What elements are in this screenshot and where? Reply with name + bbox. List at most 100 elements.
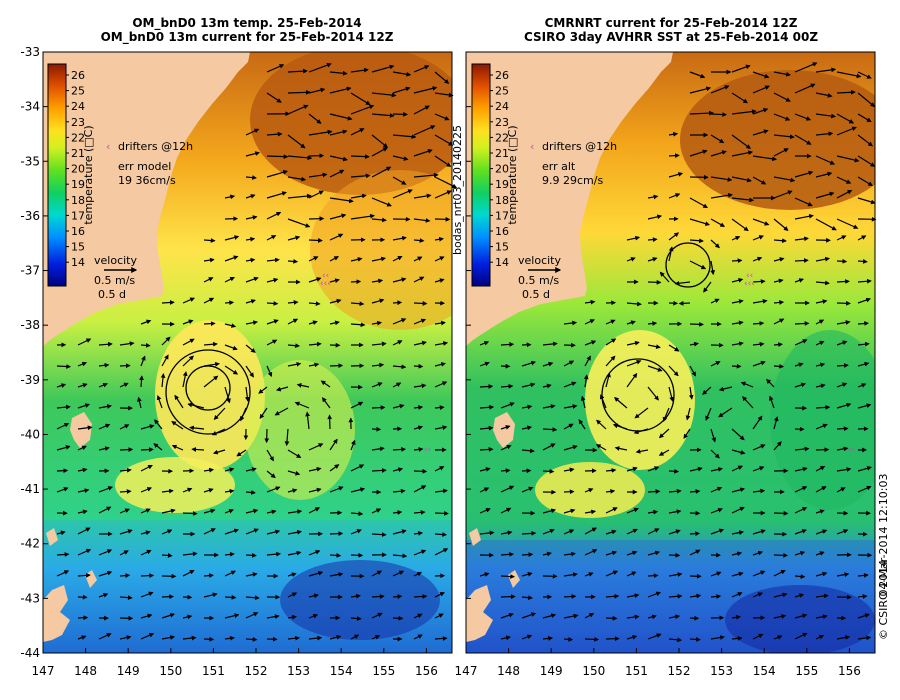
lat-tick-label: -37	[20, 264, 40, 278]
current-arrow	[752, 155, 778, 162]
current-arrow	[647, 633, 662, 640]
current-arrow	[731, 258, 743, 264]
current-arrow	[161, 508, 176, 514]
current-arrow	[413, 340, 427, 346]
current-arrow	[836, 218, 859, 229]
current-arrow	[287, 592, 298, 598]
current-arrow	[266, 365, 273, 378]
current-arrow	[224, 509, 234, 514]
current-arrow	[371, 532, 387, 538]
current-arrow	[98, 486, 113, 493]
current-arrow	[584, 527, 597, 535]
current-arrow	[308, 190, 324, 199]
current-arrow	[500, 594, 516, 600]
colorbar-tick-label: 22	[495, 131, 509, 144]
current-arrow	[710, 594, 722, 599]
current-arrow	[434, 134, 454, 146]
lon-tick-label: 148	[74, 664, 97, 678]
current-arrow	[77, 572, 91, 578]
current-arrow	[224, 323, 237, 328]
current-arrow	[350, 154, 370, 159]
current-arrow	[161, 354, 169, 367]
current-arrow	[584, 319, 595, 325]
current-arrow	[287, 134, 306, 149]
current-arrow	[287, 300, 299, 305]
velocity-speed: 0.5 m/s	[94, 274, 135, 287]
current-arrow	[668, 529, 681, 535]
current-arrow	[626, 507, 639, 514]
current-arrow	[308, 113, 322, 124]
current-arrow	[626, 528, 638, 535]
islet	[469, 528, 481, 546]
current-arrow	[584, 572, 594, 577]
current-arrow	[815, 113, 836, 119]
current-arrow	[308, 570, 324, 577]
current-arrow	[836, 126, 857, 136]
current-arrow	[857, 573, 869, 578]
current-arrow	[371, 612, 383, 619]
current-arrow	[245, 552, 257, 558]
current-arrow	[392, 176, 407, 185]
current-arrow	[245, 276, 259, 283]
current-arrow	[647, 550, 661, 556]
current-arrow	[413, 301, 428, 306]
current-arrow	[266, 92, 282, 103]
current-arrow	[731, 64, 751, 73]
current-arrow	[500, 444, 512, 451]
current-arrow	[320, 380, 331, 388]
current-arrow	[773, 176, 796, 183]
current-arrow	[224, 386, 231, 404]
drifter-legend-label: drifters @12h	[542, 140, 617, 153]
lat-tick-label: -39	[20, 373, 40, 387]
current-arrow	[140, 355, 146, 367]
current-arrow	[308, 487, 322, 493]
colorbar-tick-label: 24	[495, 100, 509, 113]
current-arrow	[647, 344, 661, 349]
current-arrow	[563, 444, 578, 451]
current-arrow	[605, 468, 617, 473]
current-arrow	[710, 85, 730, 94]
current-arrow	[773, 300, 785, 305]
current-arrow	[836, 71, 862, 79]
current-arrow	[140, 549, 152, 556]
current-arrow	[182, 569, 195, 577]
current-arrow	[731, 571, 744, 577]
current-arrow	[308, 62, 332, 73]
current-arrow	[542, 551, 552, 557]
current-arrow	[479, 404, 495, 410]
current-arrow	[350, 301, 365, 307]
current-arrow	[350, 213, 375, 220]
current-arrow	[647, 509, 659, 515]
drifter-legend-symbol: ‹	[106, 140, 110, 153]
current-arrow	[578, 419, 586, 430]
current-arrow	[245, 595, 260, 601]
lat-tick-label: -35	[20, 154, 40, 168]
current-arrow	[836, 572, 850, 577]
drifter-marker: ‹‹	[848, 445, 855, 455]
current-arrow	[245, 151, 260, 157]
current-arrow	[287, 259, 299, 264]
current-arrow	[542, 383, 552, 389]
current-arrow	[182, 319, 194, 325]
flinders-island	[493, 412, 515, 448]
current-arrow	[140, 487, 153, 493]
current-arrow	[479, 508, 491, 514]
current-arrow	[392, 340, 403, 346]
drifter-marker: ‹‹	[424, 445, 431, 455]
current-arrow	[266, 154, 289, 160]
current-arrow	[794, 197, 813, 207]
current-arrow	[56, 570, 70, 577]
current-arrow	[794, 113, 812, 121]
current-arrow	[413, 86, 438, 94]
lat-tick-label: -36	[20, 209, 40, 223]
current-arrow	[329, 278, 340, 283]
current-arrow	[98, 362, 110, 368]
current-arrow	[161, 613, 175, 619]
current-arrow	[287, 155, 313, 161]
current-arrow	[752, 108, 769, 115]
current-arrow	[153, 443, 163, 451]
drifter-tracks: ‹‹‹ ‹‹ ‹‹	[320, 271, 431, 455]
current-arrow	[563, 551, 576, 557]
lon-tick-label: 154	[753, 664, 776, 678]
drifter-legend-label: drifters @12h	[118, 140, 193, 153]
